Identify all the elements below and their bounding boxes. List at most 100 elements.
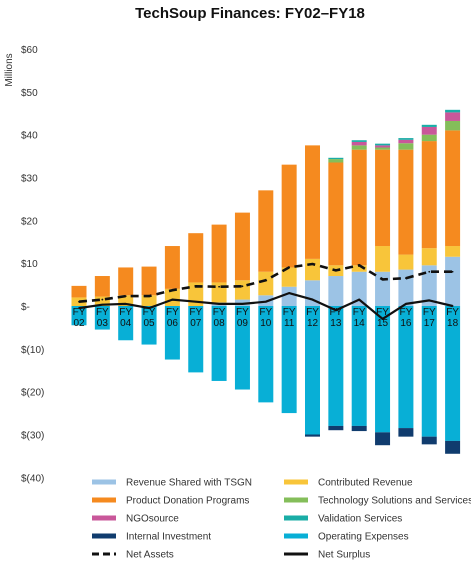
point-net-surplus [171, 298, 174, 301]
bar-product-donation-programs [118, 267, 134, 296]
bar-revenue-shared-with-tsgn [328, 276, 344, 306]
x-tick-line: 12 [307, 318, 319, 329]
x-tick-line: FY [353, 307, 366, 318]
y-axis-label: Millions [4, 53, 15, 86]
bar-contributed-revenue [281, 267, 297, 287]
bar-revenue-shared-with-tsgn [281, 286, 297, 306]
bar-contributed-revenue [375, 246, 391, 272]
bar-internal-investment [328, 425, 344, 431]
bar-stacks [71, 109, 461, 454]
legend-swatch [92, 497, 116, 503]
bar-contributed-revenue [234, 280, 250, 300]
bar-revenue-shared-with-tsgn [398, 269, 414, 306]
bar-operating-expenses [141, 306, 157, 345]
x-tick-line: FY [400, 307, 413, 318]
point-net-assets [148, 295, 150, 298]
bar-contributed-revenue [188, 282, 204, 306]
x-tick-line: 05 [143, 318, 155, 329]
x-tick-line: 11 [284, 318, 295, 329]
x-tick-line: FY [119, 307, 132, 318]
x-tick-line: FY [213, 307, 226, 318]
y-tick-label: $20 [21, 216, 38, 227]
x-tick-label: FY 18 [446, 307, 459, 329]
point-net-surplus [241, 302, 244, 305]
bar-operating-expenses [164, 306, 180, 360]
point-net-surplus [358, 298, 361, 301]
bar-validation-services [421, 124, 437, 127]
bar-internal-investment [351, 425, 367, 432]
bar-operating-expenses [281, 306, 297, 414]
bar-product-donation-programs [141, 266, 157, 296]
legend-swatch [284, 479, 308, 485]
y-tick-label: $- [21, 302, 30, 313]
bar-contributed-revenue [445, 246, 461, 257]
bar-technology-solutions-and-services [445, 120, 461, 131]
x-tick-line: FY [236, 307, 249, 318]
bar-product-donation-programs [94, 276, 110, 297]
point-net-surplus [311, 298, 314, 301]
bar-ngosource [375, 145, 391, 148]
point-net-surplus [381, 317, 384, 320]
y-tick-label: $(40) [21, 473, 44, 484]
x-tick-line: FY [189, 307, 202, 318]
x-tick-line: 14 [354, 318, 366, 329]
bar-product-donation-programs [421, 141, 437, 249]
bar-contributed-revenue [258, 271, 274, 296]
x-tick-label: FY 05 [143, 307, 156, 329]
bar-revenue-shared-with-tsgn [445, 256, 461, 306]
y-tick-label: $60 [21, 45, 38, 56]
x-tick-line: 07 [190, 318, 202, 329]
point-net-surplus [194, 300, 197, 303]
bar-ngosource [421, 126, 437, 135]
x-tick-label: FY 11 [283, 307, 296, 329]
x-tick-line: FY [446, 307, 459, 318]
bar-operating-expenses [234, 306, 250, 390]
point-net-assets [101, 298, 104, 301]
x-tick-label: FY 03 [96, 307, 109, 329]
point-net-assets [451, 270, 454, 273]
bar-product-donation-programs [258, 190, 274, 272]
bar-contributed-revenue [351, 265, 367, 272]
x-tick-line: FY [306, 307, 319, 318]
bar-product-donation-programs [328, 162, 344, 266]
legend: Revenue Shared with TSGN Product Donation… [92, 478, 471, 561]
point-net-assets [194, 285, 197, 288]
x-tick-line: 03 [97, 318, 109, 329]
bar-operating-expenses [351, 306, 367, 426]
legend-swatch [284, 497, 308, 503]
bar-operating-expenses [118, 306, 134, 341]
legend-swatch [284, 533, 308, 539]
point-net-surplus [148, 307, 150, 310]
point-net-assets [334, 269, 337, 272]
legend-label: Technology Solutions and Services [318, 496, 471, 507]
bar-product-donation-programs [351, 149, 367, 266]
chart-title: TechSoup Finances: FY02–FY18 [135, 5, 365, 22]
point-net-surplus [218, 302, 221, 305]
legend-label: Contributed Revenue [318, 478, 413, 489]
line-series [78, 262, 454, 320]
bar-operating-expenses [94, 306, 110, 330]
x-tick-label: FY 17 [423, 307, 436, 329]
legend-swatch [92, 515, 116, 521]
bar-validation-services [375, 143, 391, 146]
x-tick-line: FY [423, 307, 436, 318]
legend-label: Revenue Shared with TSGN [126, 478, 252, 489]
bar-operating-expenses [445, 306, 461, 441]
legend-label: Product Donation Programs [126, 496, 249, 507]
bar-operating-expenses [398, 306, 414, 429]
y-tick-label: $30 [21, 174, 38, 185]
point-net-surplus [264, 300, 267, 303]
point-net-assets [428, 270, 431, 273]
bar-internal-investment [305, 434, 320, 437]
point-net-assets [264, 279, 267, 282]
x-tick-line: 16 [400, 318, 412, 329]
bar-operating-expenses [375, 306, 391, 433]
bar-product-donation-programs [305, 145, 320, 259]
legend-label: Internal Investment [126, 532, 211, 543]
point-net-surplus [405, 302, 407, 305]
x-tick-label: FY 12 [306, 307, 319, 329]
point-net-surplus [334, 309, 337, 312]
bar-operating-expenses [328, 306, 344, 426]
bar-operating-expenses [188, 306, 204, 373]
point-net-assets [288, 266, 291, 269]
